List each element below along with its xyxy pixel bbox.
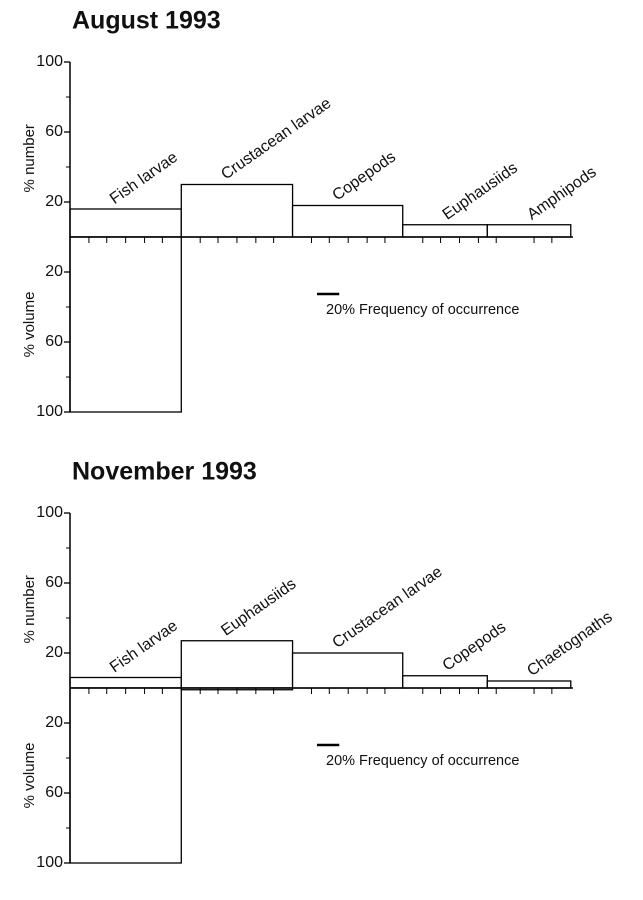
y-axis-label: % volume bbox=[21, 292, 38, 358]
chart-title: August 1993 bbox=[72, 7, 221, 35]
y-tick-label: 100 bbox=[36, 53, 63, 70]
category-label: Amphipods bbox=[524, 164, 599, 224]
y-tick-label: 20 bbox=[45, 714, 63, 731]
number-bar bbox=[180, 640, 294, 689]
scale-bar-label: 20% Frequency of occurrence bbox=[326, 753, 519, 769]
number-bar bbox=[69, 676, 182, 689]
y-tick-label: 60 bbox=[45, 574, 63, 591]
y-tick-label: 60 bbox=[45, 123, 63, 140]
y-tick-label: 60 bbox=[45, 784, 63, 801]
y-axis-label: % number bbox=[21, 575, 38, 643]
number-bar bbox=[291, 652, 404, 689]
number-bar bbox=[486, 680, 572, 689]
number-bar bbox=[69, 208, 182, 238]
category-label: Copepods bbox=[440, 619, 510, 675]
number-bar bbox=[486, 224, 572, 238]
category-label: Fish larvae bbox=[107, 149, 181, 208]
y-tick-label: 20 bbox=[45, 263, 63, 280]
category-label: Fish larvae bbox=[107, 617, 181, 676]
number-bar bbox=[291, 204, 404, 238]
chart: August 1993 % number % volume Fish larvae Cr… bbox=[21, 7, 600, 421]
number-bar bbox=[180, 183, 294, 238]
number-bar bbox=[402, 675, 488, 689]
chart-title: November 1993 bbox=[72, 458, 257, 486]
category-label: Crustacean larvae bbox=[330, 563, 446, 651]
category-label: Crustacean larvae bbox=[218, 95, 334, 183]
number-bar bbox=[402, 224, 488, 238]
y-axis-label: % volume bbox=[21, 743, 38, 809]
y-tick-label: 60 bbox=[45, 333, 63, 350]
chart: November 1993 % number % volume Fish larvae… bbox=[21, 458, 616, 872]
y-tick-label: 100 bbox=[36, 854, 63, 871]
y-tick-label: 20 bbox=[45, 193, 63, 210]
volume-bar bbox=[69, 236, 182, 413]
scale-bar-label: 20% Frequency of occurrence bbox=[326, 302, 519, 318]
category-label: Copepods bbox=[330, 148, 400, 204]
category-label: Euphausiids bbox=[218, 576, 299, 640]
category-label: Chaetognaths bbox=[524, 609, 615, 680]
y-axis-label: % number bbox=[21, 124, 38, 192]
y-tick-label: 100 bbox=[36, 504, 63, 521]
y-tick-label: 100 bbox=[36, 403, 63, 420]
y-tick-label: 20 bbox=[45, 644, 63, 661]
category-label: Euphausiids bbox=[440, 160, 521, 224]
volume-bar bbox=[69, 687, 182, 864]
